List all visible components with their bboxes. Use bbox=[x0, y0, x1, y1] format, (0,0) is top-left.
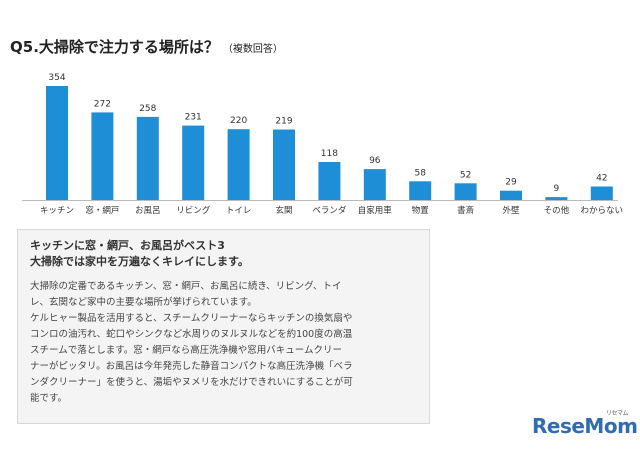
summary-headline-line1: キッチンに窓・網戸、お風呂がベスト3 bbox=[30, 239, 225, 252]
summary-line: ケルヒャー製品を活用すると、スチームクリーナーならキッチンの換気扇や bbox=[30, 313, 353, 324]
bar bbox=[454, 183, 477, 200]
category-label: 窓・網戸 bbox=[85, 205, 119, 216]
data-label: 220 bbox=[230, 116, 247, 126]
data-label: 231 bbox=[185, 113, 202, 123]
bar bbox=[227, 129, 250, 200]
bar bbox=[590, 186, 613, 200]
category-label: 物置 bbox=[412, 205, 430, 216]
summary-line: ンダクリーナー」を使うと、湯垢やヌメリを水だけできれいにすることが可 bbox=[30, 377, 353, 388]
category-label: キッチン bbox=[40, 206, 74, 216]
data-label: 354 bbox=[48, 73, 65, 83]
data-label: 29 bbox=[505, 178, 517, 188]
bar bbox=[91, 112, 114, 200]
summary-headline-line2: 大掃除では家中を万遍なくキレイにします。 bbox=[30, 255, 249, 268]
data-label: 52 bbox=[460, 170, 471, 180]
category-label: わからない bbox=[581, 206, 624, 216]
summary-panel: キッチンに窓・網戸、お風呂がベスト3 大掃除では家中を万遍なくキレイにします。 … bbox=[17, 229, 430, 424]
category-label: 外壁 bbox=[502, 205, 520, 216]
data-label: 42 bbox=[596, 174, 607, 184]
logo-text: ReseMom bbox=[532, 414, 638, 438]
category-label: 書斎 bbox=[457, 205, 475, 216]
category-label: お風呂 bbox=[135, 206, 161, 216]
data-label: 9 bbox=[554, 184, 560, 194]
summary-line: 能です。 bbox=[30, 393, 68, 404]
chart-title: Q5.大掃除で注力する場所は？ （複数回答） bbox=[10, 36, 283, 57]
bar bbox=[273, 129, 295, 200]
bar bbox=[363, 169, 386, 200]
bar bbox=[318, 162, 341, 200]
category-label: リビング bbox=[176, 205, 211, 216]
category-label: ベランダ bbox=[312, 205, 347, 216]
data-label: 272 bbox=[94, 99, 111, 109]
summary-line: コンロの油汚れ、蛇口やシンクなど水周りのヌルヌルなどを約100度の高温 bbox=[30, 329, 353, 340]
summary-body: 大掃除の定番であるキッチン、窓・網戸、お風呂に続き、リビング、トイ レ、玄関など… bbox=[30, 279, 417, 407]
chart-title-text: Q5.大掃除で注力する場所は？ bbox=[10, 38, 219, 56]
bar bbox=[182, 125, 205, 200]
bar bbox=[46, 86, 68, 200]
data-label: 58 bbox=[414, 168, 426, 178]
logo-kana: リセマム bbox=[605, 410, 629, 417]
summary-line: 大掃除の定番であるキッチン、窓・網戸、お風呂に続き、リビング、トイ bbox=[30, 281, 342, 292]
bar bbox=[500, 190, 522, 200]
summary-line: レ、玄関など家中の主要な場所が挙げられています。 bbox=[30, 297, 257, 308]
category-label: その他 bbox=[544, 205, 570, 216]
summary-line: スチームで落とします。窓・網戸なら高圧洗浄機や窓用バキュームクリー bbox=[30, 345, 342, 356]
bar bbox=[409, 181, 432, 200]
summary-headline: キッチンに窓・網戸、お風呂がベスト3 大掃除では家中を万遍なくキレイにします。 bbox=[30, 238, 417, 270]
summary-line: ナーがピッタリ。お風呂は今年発売した静音コンパクトな高圧洗浄機「ベラ bbox=[30, 361, 353, 372]
data-label: 96 bbox=[369, 156, 381, 166]
bar bbox=[136, 116, 159, 200]
category-label: 玄関 bbox=[275, 205, 292, 216]
bar-chart: 354 キッチン 272 窓・網戸 258 お風呂 231 リビング 220 トイレ 219 玄関 11… bbox=[22, 73, 624, 216]
data-label: 118 bbox=[321, 149, 338, 159]
category-label: トイレ bbox=[226, 206, 252, 216]
chart-title-note: （複数回答） bbox=[222, 44, 283, 55]
bar bbox=[545, 197, 568, 200]
category-label: 自家用車 bbox=[358, 205, 393, 216]
data-label: 258 bbox=[139, 104, 156, 114]
data-label: 219 bbox=[275, 117, 292, 127]
resemom-logo: ReseMom リセマム bbox=[532, 410, 638, 442]
